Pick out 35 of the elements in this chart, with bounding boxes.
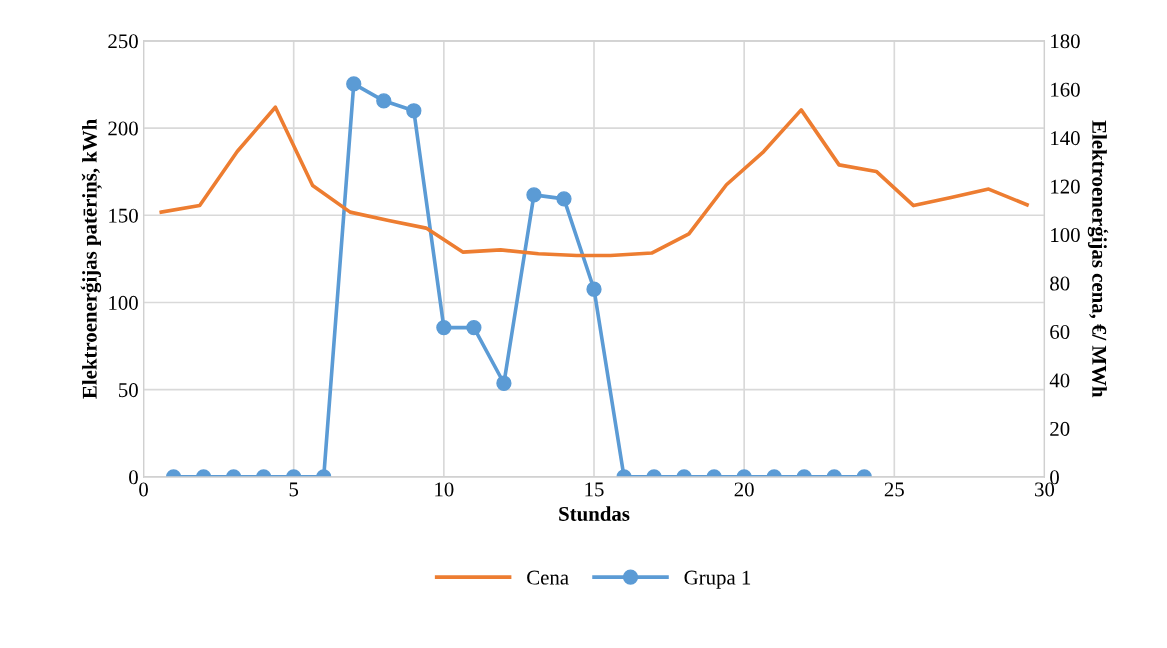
y2-tick-label: 80 [1050,276,1070,291]
x-tick-label: 20 [734,482,754,497]
x-tick-label: 25 [884,482,904,497]
y2-tick-label: 40 [1049,373,1070,388]
y2-axis-title: Elektroenerģijas cena, €/ MWh [1087,120,1109,398]
x-tick-label: 0 [139,482,148,497]
point [376,93,392,109]
y2-tick-label: 160 [1051,82,1080,97]
y-tick-label: 200 [108,121,138,136]
point [526,187,542,203]
y2-tick-label: 180 [1051,34,1080,49]
line-series [159,105,1029,258]
point [556,191,572,207]
y2-tick-label: 140 [1051,131,1080,146]
legend-label: Cena [527,570,569,585]
y-tick-label: 50 [119,383,138,398]
y2-tick-label: 20 [1050,421,1070,436]
y-tick-label: 250 [108,34,138,49]
point [466,319,482,336]
y2-tick-label: 120 [1051,179,1080,194]
x-tick-label: 15 [585,482,604,497]
point [346,76,362,92]
point [586,281,602,297]
x-tick-label: 10 [435,482,454,497]
point [406,103,422,119]
y2-tick-label: 60 [1050,324,1070,339]
legend-label: Grupa 1 [684,570,751,589]
y-axis-title: Elektroenerģijas patēriņš, kWh [80,119,102,399]
x-axis-title: Stundas [559,506,630,521]
y-tick-label: 150 [109,208,138,223]
x-tick-label: 5 [289,482,299,497]
y2-tick-label: 100 [1051,228,1080,243]
y-tick-label: 0 [129,470,138,485]
point [436,319,452,336]
y-tick-label: 100 [109,295,138,310]
